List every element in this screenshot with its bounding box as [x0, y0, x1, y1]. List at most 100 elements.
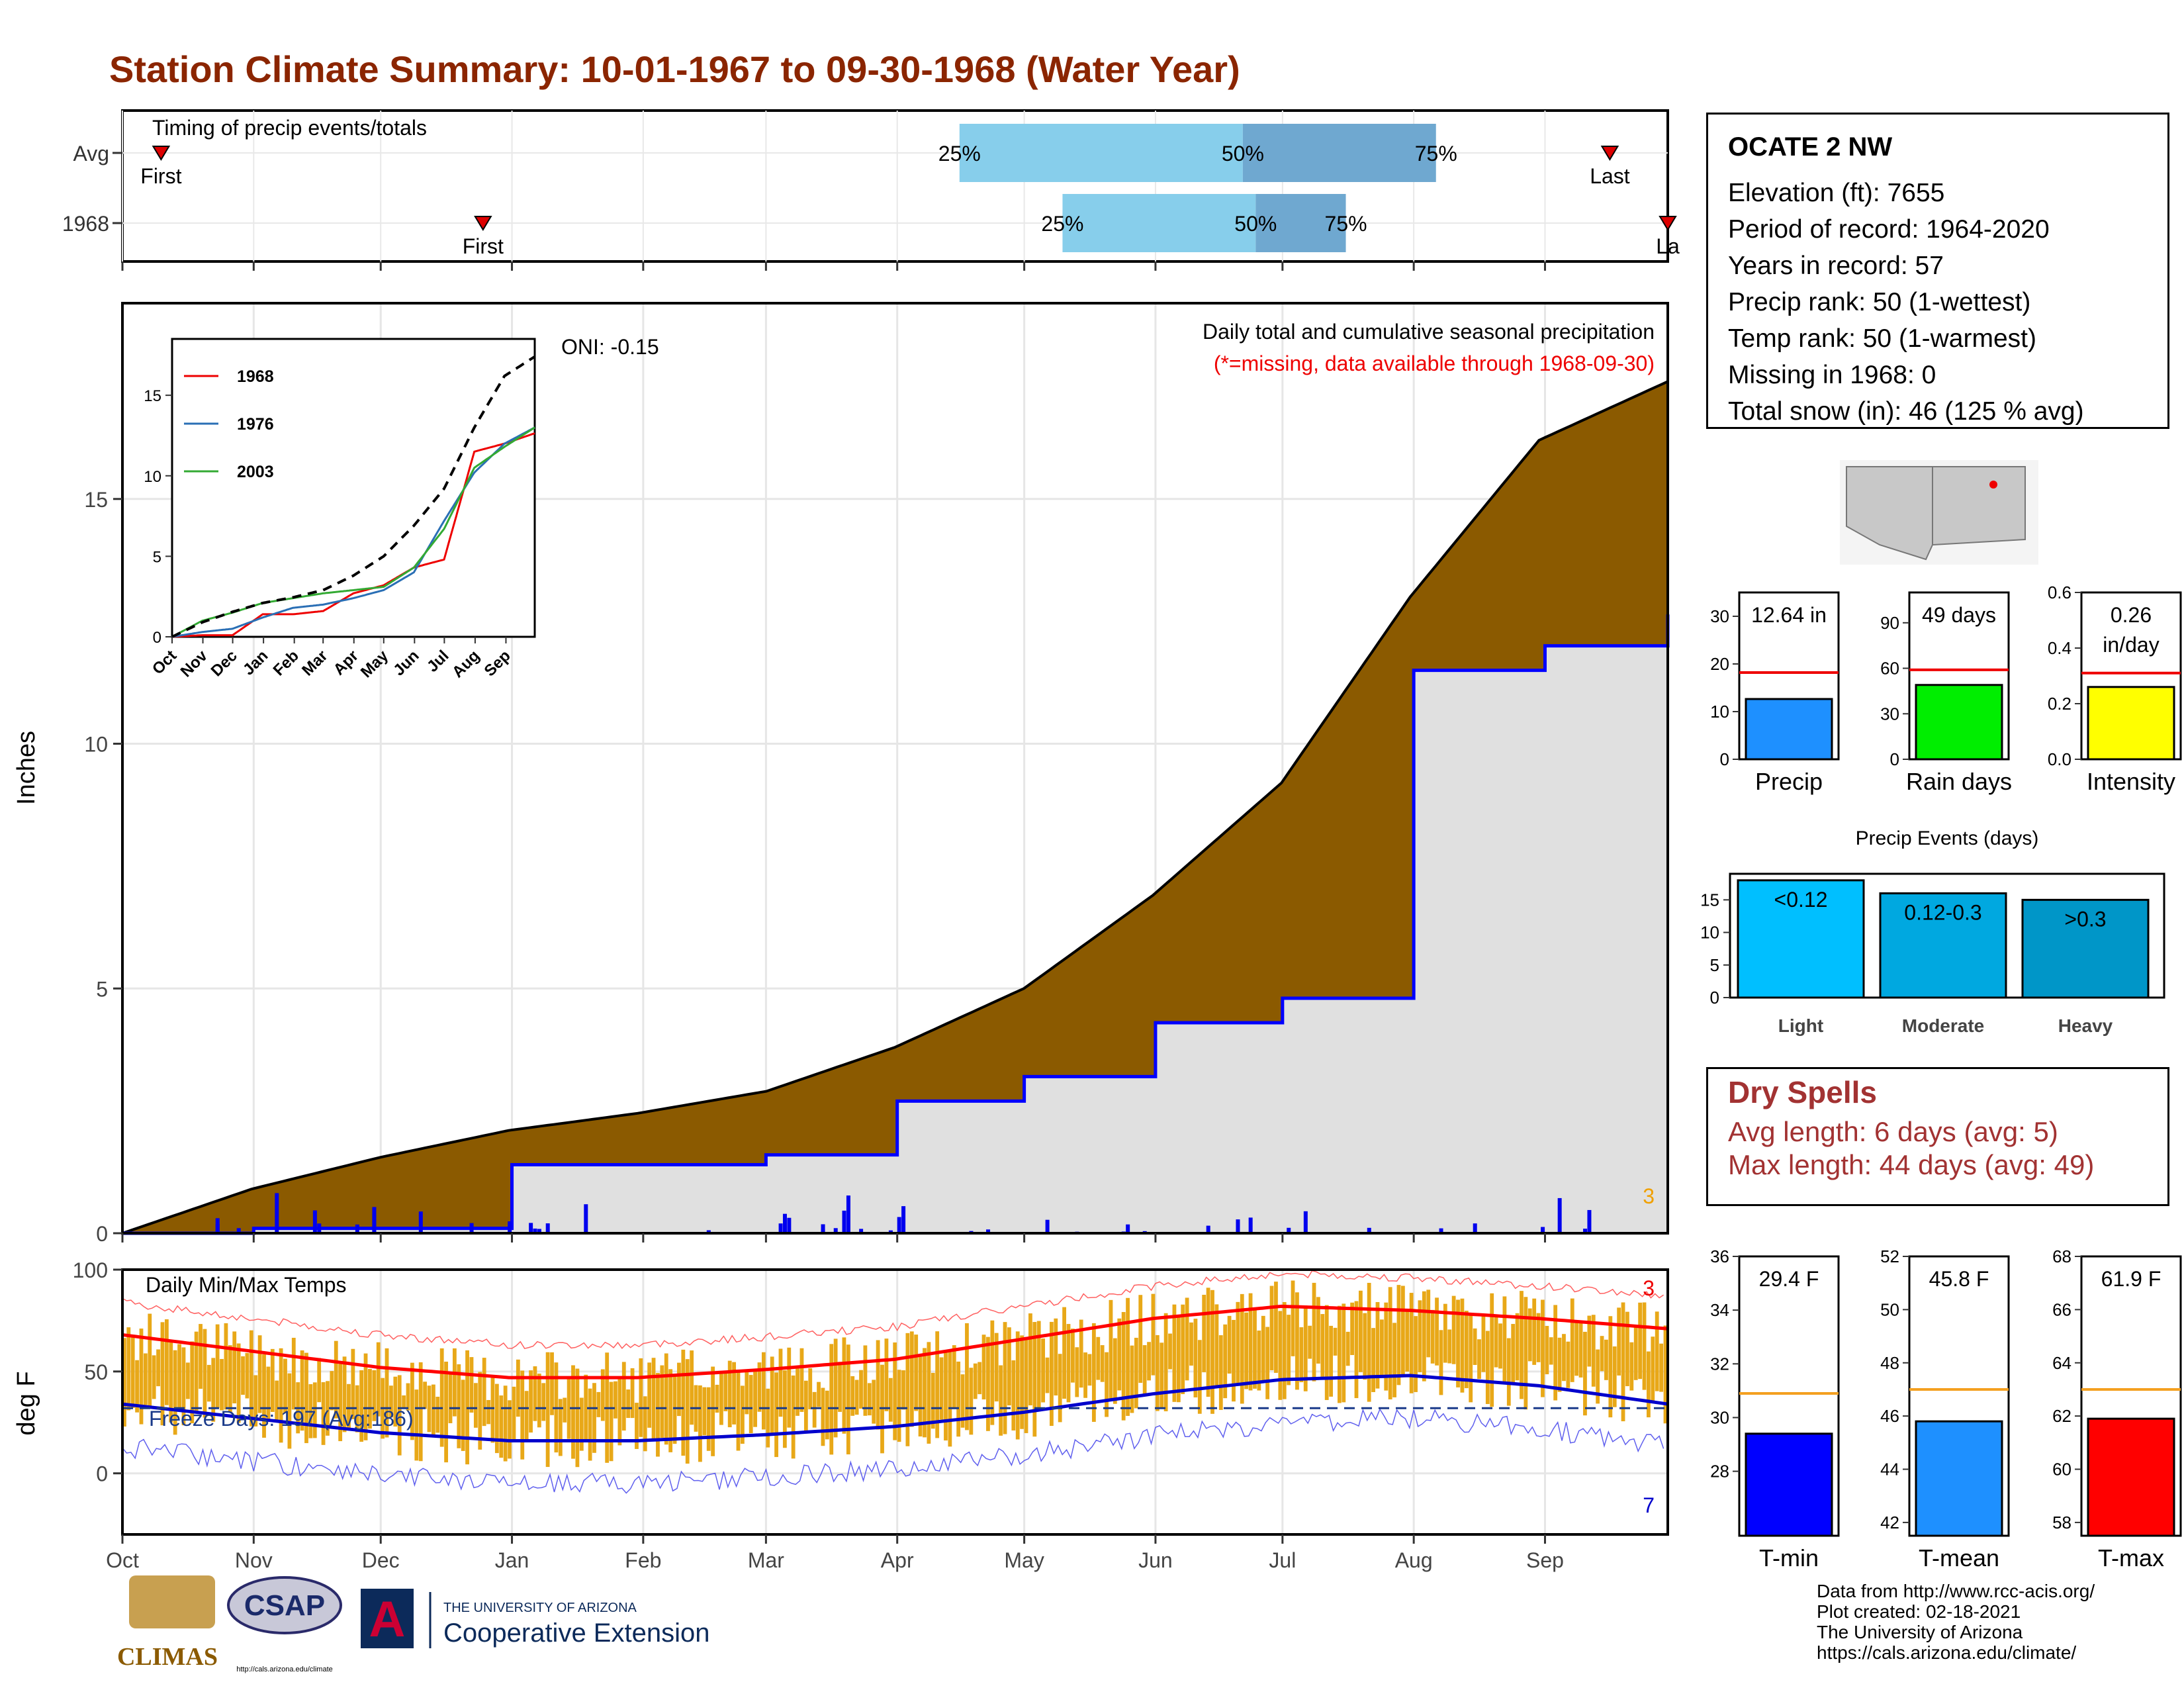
cumulative-1968-area — [122, 614, 1668, 1233]
credit-line: https://cals.arizona.edu/climate/ — [1817, 1642, 2077, 1663]
daily-temp-bar — [126, 1327, 131, 1411]
daily-temp-bar — [770, 1356, 774, 1435]
daily-temp-bar — [435, 1397, 440, 1433]
daily-temp-bar — [1320, 1314, 1325, 1377]
event-bar — [2021, 898, 2150, 999]
chart-title: Station Climate Summary: 10-01-1967 to 0… — [109, 48, 1240, 90]
daily-temp-bar — [287, 1373, 292, 1449]
summary-value-label: 0.26 — [2111, 603, 2152, 627]
daily-temp-bar — [173, 1350, 177, 1435]
daily-temp-bar — [846, 1344, 850, 1455]
daily-temp-bar — [1113, 1338, 1117, 1404]
daily-precip-bar — [1126, 1224, 1130, 1233]
daily-precip-bar — [1439, 1228, 1443, 1233]
daily-temp-bar — [211, 1358, 216, 1422]
inset-y-tick-label: 15 — [144, 387, 161, 405]
daily-temp-bar — [647, 1362, 652, 1428]
daily-precip-bar — [1557, 1197, 1562, 1233]
daily-temp-bar — [1007, 1327, 1011, 1406]
daily-temp-bar — [262, 1354, 266, 1438]
daily-temp-bar — [986, 1336, 990, 1431]
daily-temp-bar — [1105, 1352, 1109, 1417]
daily-temp-bar — [614, 1381, 617, 1419]
daily-temp-bar — [617, 1377, 622, 1446]
summary-1-y-tick-label: 90 — [1880, 613, 1899, 633]
station-name: OCATE 2 NW — [1728, 132, 1893, 162]
daily-temp-bar — [702, 1387, 707, 1436]
daily-temp-bar — [1075, 1347, 1079, 1397]
daily-temp-bar — [1596, 1349, 1600, 1404]
daily-temp-bar — [863, 1345, 868, 1416]
daily-temp-bar — [1456, 1299, 1460, 1387]
first-event-marker — [152, 146, 171, 161]
daily-temp-bar — [931, 1372, 935, 1429]
daily-temp-bar — [1181, 1304, 1185, 1395]
daily-temp-bar — [232, 1331, 237, 1404]
last-event-label: Last — [1590, 164, 1630, 188]
precip-caption: Daily total and cumulative seasonal prec… — [1203, 320, 1655, 344]
daily-temp-bar — [490, 1378, 495, 1443]
daily-temp-bar — [854, 1380, 859, 1415]
dry-spells-max: Max length: 44 days (avg: 49) — [1728, 1149, 2095, 1180]
timing-bar-25-50 — [959, 124, 1243, 182]
daily-precip-bar — [1583, 1229, 1588, 1233]
x-month-label: Apr — [881, 1548, 914, 1572]
daily-temp-bar — [1032, 1322, 1037, 1437]
temp-summary-2-label: T-max — [2098, 1544, 2164, 1571]
daily-temp-bar — [888, 1378, 893, 1422]
daily-temp-bar — [1536, 1313, 1541, 1362]
daily-precip-bar — [821, 1224, 825, 1233]
x-month-label: Aug — [1395, 1548, 1433, 1572]
daily-temp-bar — [592, 1383, 596, 1453]
climas-logo-text: CLIMAS — [117, 1643, 218, 1671]
daily-temp-bar — [1244, 1312, 1249, 1389]
summary-2-label: Intensity — [2087, 768, 2175, 795]
daily-precip-bar — [782, 1213, 787, 1233]
dry-spells-title: Dry Spells — [1728, 1075, 1877, 1109]
inset-legend-label: 2003 — [237, 463, 274, 481]
csap-logo-text: CSAP — [244, 1589, 325, 1622]
daily-temp-bar — [639, 1358, 643, 1437]
daily-temp-bar — [1163, 1313, 1168, 1411]
daily-temp-bar — [1062, 1307, 1066, 1399]
daily-temp-bar — [228, 1345, 232, 1413]
logo-strip: CLIMAS CSAP http://cals.arizona.edu/climat… — [117, 1575, 709, 1673]
daily-temp-bar — [215, 1324, 220, 1409]
daily-precip-bar — [778, 1223, 783, 1233]
daily-temp-bar — [139, 1328, 144, 1425]
daily-temp-bar — [1054, 1318, 1058, 1396]
last-event-label: La — [1656, 234, 1680, 258]
credit-line: The University of Arizona — [1817, 1622, 2023, 1642]
daily-temp-bar — [224, 1323, 228, 1410]
daily-precip-bar — [986, 1229, 991, 1233]
temp-y-tick-label: 100 — [73, 1258, 108, 1282]
daily-temp-bar — [1261, 1315, 1265, 1381]
events-y-tick-label: 10 — [1700, 923, 1719, 943]
daily-temp-bar — [723, 1373, 728, 1411]
daily-temp-bar — [143, 1353, 148, 1405]
daily-temp-bar — [206, 1364, 211, 1402]
daily-temp-bar — [1070, 1329, 1075, 1383]
daily-temp-bar — [1443, 1303, 1447, 1363]
daily-temp-bar — [1600, 1336, 1604, 1372]
temp-summary-2-y-tick-label: 68 — [2052, 1246, 2071, 1266]
climas-logo-icon — [129, 1575, 215, 1628]
event-bar-label: >0.3 — [2064, 907, 2106, 931]
daily-temp-bar — [672, 1376, 677, 1444]
daily-temp-bar — [393, 1376, 398, 1427]
daily-temp-bar — [753, 1371, 757, 1427]
daily-temp-bar — [571, 1365, 575, 1459]
daily-temp-bar — [833, 1338, 838, 1438]
precip-y-tick-label: 15 — [84, 488, 108, 512]
timing-bar-25-50 — [1062, 194, 1256, 252]
inset-legend-label: 1976 — [237, 415, 274, 434]
daily-temp-bar — [494, 1383, 499, 1454]
summary-2-bar — [2087, 686, 2175, 761]
daily-temp-bar — [122, 1338, 126, 1427]
daily-precip-bar — [275, 1193, 279, 1233]
daily-temp-bar — [1506, 1338, 1511, 1406]
daily-temp-bar — [741, 1385, 745, 1444]
daily-temp-bar — [1655, 1311, 1659, 1391]
event-category-label: Moderate — [1902, 1015, 1984, 1036]
daily-temp-bar — [668, 1369, 673, 1452]
